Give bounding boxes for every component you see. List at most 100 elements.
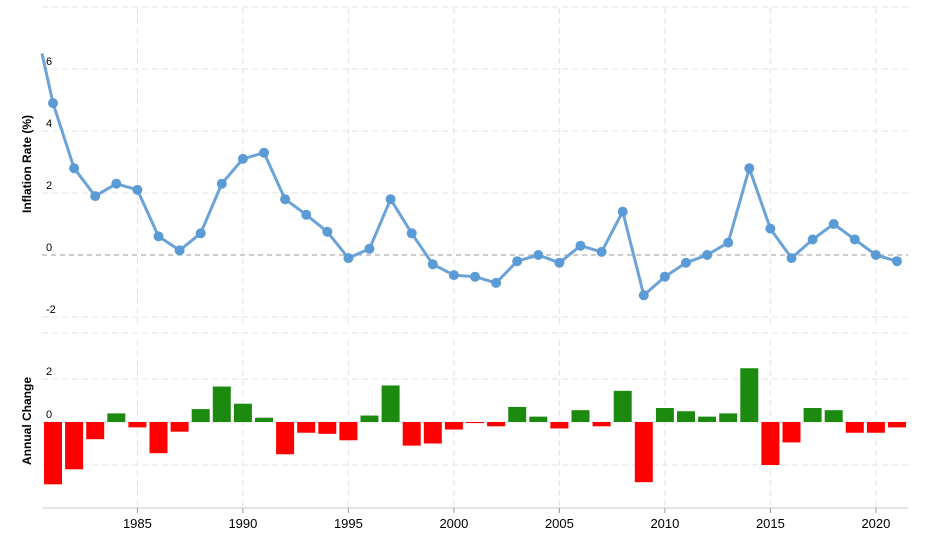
bar-2011 — [677, 411, 695, 422]
point-2003 — [512, 256, 523, 267]
bar-1985 — [128, 422, 147, 428]
point-1985 — [132, 184, 143, 195]
bar-1987 — [170, 422, 189, 432]
point-2006 — [575, 240, 586, 251]
point-2014 — [744, 163, 755, 174]
bar-1997 — [381, 385, 400, 422]
point-2015 — [765, 223, 776, 234]
point-2011 — [681, 257, 691, 268]
x-tick-label: 1990 — [228, 516, 257, 531]
bar-2002 — [487, 422, 506, 427]
point-2019 — [849, 234, 860, 245]
annual-change-bars — [44, 368, 906, 485]
y-tick-label: 6 — [46, 56, 52, 68]
x-tick-label: 2015 — [756, 516, 785, 531]
point-1996 — [364, 243, 375, 254]
y-tick-label: 0 — [46, 242, 52, 254]
bar-2021 — [888, 422, 906, 428]
y-tick-label: 2 — [46, 180, 52, 192]
bar-2017 — [803, 408, 822, 422]
point-1997 — [385, 194, 396, 205]
bar-1999 — [423, 422, 442, 444]
bar-2020 — [866, 422, 885, 433]
bar-1989 — [212, 386, 231, 422]
point-2008 — [617, 206, 628, 217]
bar-2013 — [719, 413, 738, 422]
point-2016 — [786, 253, 797, 264]
point-1982 — [69, 163, 80, 174]
inflation-points — [48, 98, 902, 301]
bar-1993 — [297, 422, 316, 433]
point-2013 — [723, 237, 734, 248]
bar-1986 — [149, 422, 168, 454]
point-1988 — [195, 228, 206, 239]
bar-1994 — [318, 422, 337, 434]
bar-1990 — [233, 403, 252, 422]
bar-2015 — [761, 422, 780, 465]
x-tick-label: 1985 — [123, 516, 152, 531]
point-1983 — [90, 191, 101, 202]
bar-1991 — [255, 417, 273, 422]
inflation-grid — [42, 6, 908, 334]
bar-2016 — [782, 422, 801, 443]
point-2020 — [870, 250, 881, 260]
bar-2008 — [613, 390, 632, 422]
bar-1992 — [276, 422, 295, 455]
x-tick-label: 1995 — [334, 516, 363, 531]
y-tick-label: 4 — [46, 118, 52, 130]
bar-2019 — [845, 422, 864, 433]
bar-2009 — [634, 422, 653, 483]
y-tick-label: 2 — [46, 366, 52, 378]
bar-2004 — [529, 416, 548, 422]
bar-2010 — [655, 408, 674, 422]
inflation-y-axis-label: Inflation Rate (%) — [20, 115, 34, 213]
point-2007 — [596, 246, 607, 257]
bar-1995 — [339, 422, 358, 441]
point-2005 — [554, 257, 565, 268]
x-tick-label: 2005 — [545, 516, 574, 531]
point-1981 — [48, 98, 58, 109]
point-2010 — [659, 271, 670, 282]
point-2002 — [491, 277, 502, 288]
point-2000 — [448, 270, 459, 281]
point-1991 — [259, 147, 269, 158]
bar-2001 — [466, 422, 484, 424]
bar-2000 — [444, 422, 463, 430]
point-2018 — [828, 219, 839, 229]
point-1995 — [343, 253, 354, 264]
point-1989 — [216, 178, 227, 189]
bar-1996 — [360, 415, 379, 422]
x-tick-label: 2010 — [650, 516, 679, 531]
point-1984 — [111, 178, 122, 189]
y-tick-label: 0 — [46, 409, 52, 421]
point-1998 — [406, 228, 417, 239]
inflation-series — [40, 53, 898, 297]
point-1990 — [237, 153, 248, 164]
bar-2018 — [824, 410, 843, 422]
point-2012 — [702, 250, 713, 260]
bar-1984 — [107, 413, 126, 422]
x-tick-label: 2000 — [439, 516, 468, 531]
inflation-line — [40, 53, 898, 297]
point-1987 — [174, 245, 185, 256]
bar-2014 — [740, 368, 759, 422]
bar-2003 — [508, 406, 527, 422]
point-1999 — [427, 259, 438, 270]
bar-1983 — [86, 422, 105, 440]
inflation-y-axis: 6 4 2 0 -2 — [46, 56, 56, 316]
point-2001 — [470, 271, 480, 282]
bar-2012 — [698, 416, 717, 422]
annual-change-y-axis-label: Annual Change — [20, 377, 34, 465]
bar-1998 — [402, 422, 421, 446]
bar-2007 — [592, 422, 611, 427]
x-tick-label: 2020 — [861, 516, 890, 531]
bar-1988 — [191, 409, 210, 422]
point-1992 — [280, 194, 291, 205]
point-2004 — [533, 250, 544, 260]
point-2017 — [807, 234, 818, 245]
point-1986 — [153, 231, 164, 242]
x-axis: 1985 1990 1995 2000 2005 2010 2015 2020 — [123, 508, 890, 531]
point-1994 — [322, 226, 333, 237]
